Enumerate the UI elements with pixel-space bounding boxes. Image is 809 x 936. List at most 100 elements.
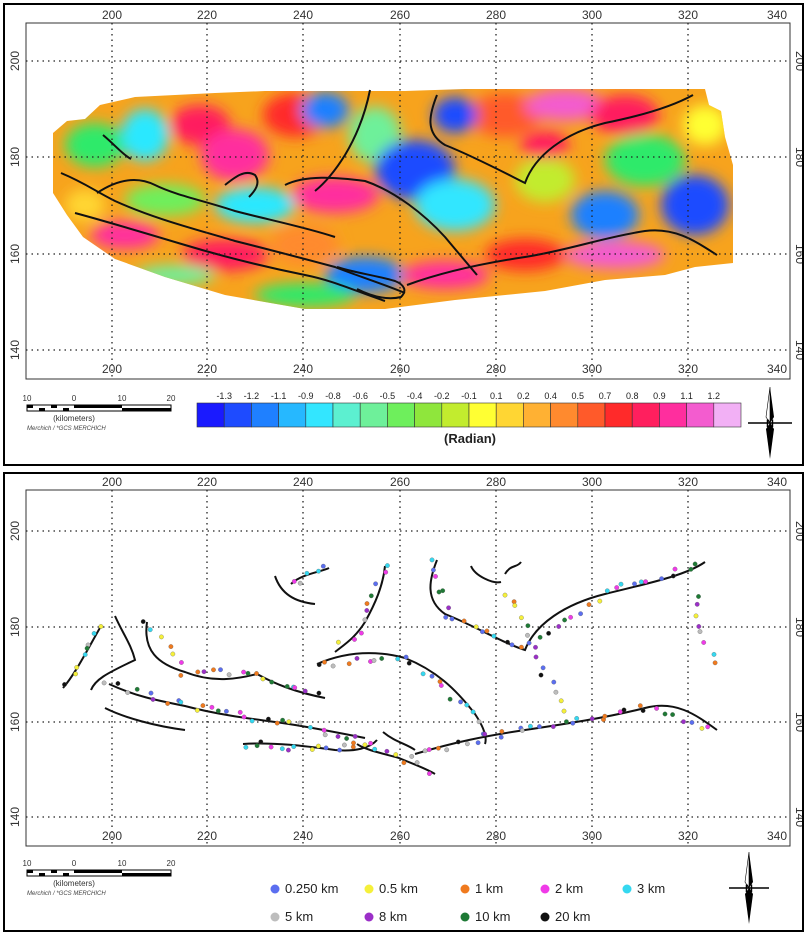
colorbar-swatch [359,402,388,428]
y-tick-label: 160 [8,712,22,732]
euler-solution-point [537,724,542,729]
euler-solution-point [297,720,303,726]
euler-solution-point [159,634,164,640]
euler-solution-point [209,704,215,710]
euler-solution-point [148,690,154,696]
colorbar-label: 1.2 [708,391,721,401]
euler-solution-point [538,672,544,678]
y-tick-label: 180 [8,147,22,167]
projection-label: Merchich / *GCS MERCHICH [27,891,106,897]
euler-solution-point [384,748,390,754]
euler-solution-point [570,720,576,726]
euler-solution-point [437,679,443,684]
euler-solution-point [168,644,174,649]
x-tick-label: 260 [390,829,410,843]
euler-solution-point [101,680,107,686]
colorbar-swatch [223,402,252,428]
euler-solution-point [98,624,104,629]
x-tick-label: 340 [767,362,787,376]
euler-solution-point [637,703,643,709]
euler-solution-point [342,742,347,748]
anomaly-field [53,89,733,309]
euler-solution-point [568,614,573,620]
euler-solution-point [170,651,176,657]
euler-solution-point [323,745,329,751]
euler-solution-point [455,739,461,745]
euler-solution-point [553,689,559,695]
scale-tick-label: 0 [72,394,77,403]
euler-solution-point [484,628,490,634]
euler-solution-point [712,660,718,666]
euler-solution-point [362,742,368,748]
colorbar-label: -0.9 [298,391,314,401]
euler-solution-point [379,656,385,661]
euler-solution-point [447,696,453,702]
euler-solution-point [224,708,229,714]
euler-solution-point [433,574,438,579]
x-tick-label: 300 [582,475,602,489]
y-tick-label: 140 [8,807,22,827]
euler-solution-point [429,557,435,563]
colorbar-label: 1.1 [680,391,693,401]
x-axis-bottom-labels: 200 220 240 260 280 300 320 340 [102,362,787,376]
x-tick-label: 280 [486,829,506,843]
euler-solution-point [147,627,153,633]
map-frame [25,489,791,847]
map-frame [25,22,791,380]
x-tick-label: 240 [293,829,313,843]
euler-solution-point [286,719,292,725]
scale-tick-label: 10 [23,859,32,868]
colorbar-swatch [414,402,443,428]
euler-solution-point [316,568,321,574]
euler-solution-point [705,724,711,730]
euler-solution-point [464,702,470,708]
euler-solution-point [618,581,624,587]
euler-solution-point [245,670,251,676]
y-axis-right-labels: 200 180 160 140 [793,521,802,827]
euler-solution-point [354,656,360,661]
legend-marker [622,884,632,894]
x-tick-label: 280 [486,362,506,376]
x-tick-label: 200 [102,362,122,376]
legend-label: 2 km [555,881,583,896]
legend-marker [364,912,374,922]
y-tick-label: 200 [8,51,22,71]
colorbar-label: 0.7 [599,391,612,401]
colorbar-swatch [468,402,497,428]
tilt-derivative-map-panel: 200 220 240 260 280 300 320 340 200 220 … [3,3,804,466]
x-tick-label: 320 [678,829,698,843]
euler-solution-point [352,637,357,642]
euler-solution-point [662,711,668,717]
euler-solution-point [74,665,80,670]
colorbar-label: -1.3 [216,391,232,401]
y-tick-label: 160 [8,244,22,264]
y-axis-left-labels: 200 180 160 140 [8,521,22,827]
y-tick-label: 180 [8,617,22,637]
euler-solution-point [308,725,313,730]
euler-solution-point [511,599,517,605]
euler-solution-point [564,719,569,725]
euler-solution-point [226,672,232,678]
euler-solution-point [525,623,531,629]
scale-unit-label: (kilometers) [53,414,95,423]
euler-solution-point [528,723,533,729]
euler-solution-point [346,661,352,667]
euler-solution-point [362,617,368,623]
euler-solution-point [482,731,488,737]
colorbar-label: -0.5 [380,391,396,401]
colorbar-swatch [713,402,742,428]
euler-solutions-map: 200 220 240 260 280 300 320 340 200 220 … [8,475,802,924]
euler-solution-point [578,611,583,617]
x-tick-label: 220 [197,362,217,376]
colorbar-swatch [305,402,334,428]
colorbar-swatch [604,402,633,428]
x-tick-label: 320 [678,8,698,22]
euler-solution-point [519,644,524,650]
euler-solution-point [512,603,518,608]
euler-solution-point [249,718,255,724]
euler-solution-point [322,659,327,665]
euler-solution-point [589,716,595,722]
legend-label: 8 km [379,909,407,924]
x-tick-label: 260 [390,8,410,22]
x-axis-bottom-labels: 200 220 240 260 280 300 320 340 [102,829,787,843]
